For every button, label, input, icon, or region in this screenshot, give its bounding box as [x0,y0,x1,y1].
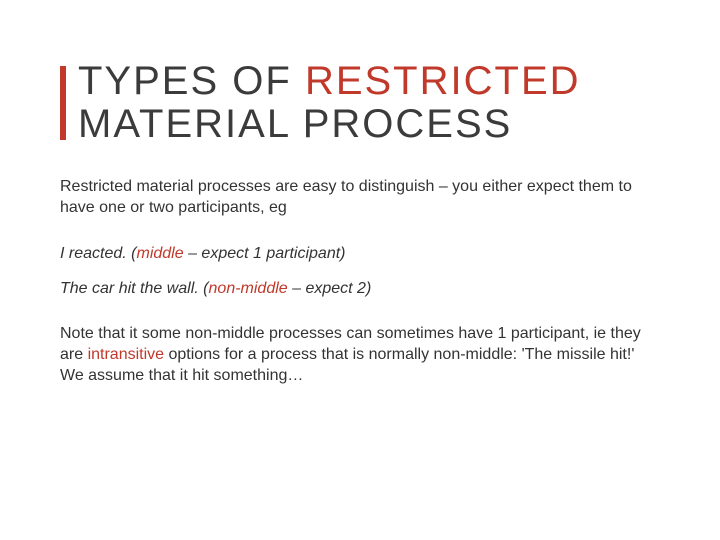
slide-title: TYPES OF RESTRICTED MATERIAL PROCESS [78,60,660,146]
accent-bar [60,66,66,140]
title-block: TYPES OF RESTRICTED MATERIAL PROCESS [60,60,660,146]
note-keyword: intransitive [88,346,164,363]
intro-paragraph: Restricted material processes are easy t… [60,176,660,218]
example-1: I reacted. (middle – expect 1 participan… [60,243,660,264]
example-2: The car hit the wall. (non-middle – expe… [60,278,660,299]
example-1-keyword: middle [136,245,183,262]
example-1-rest: – expect 1 participant) [184,245,346,262]
slide-container: TYPES OF RESTRICTED MATERIAL PROCESS Res… [0,0,720,426]
title-line1-a: TYPES OF [78,59,305,103]
title-line1-b: RESTRICTED [305,59,581,103]
example-2-keyword: non-middle [209,280,288,297]
example-2-open: ( [199,280,209,297]
note-paragraph: Note that it some non-middle processes c… [60,323,660,386]
example-1-sentence: I reacted. [60,245,127,262]
title-line2: MATERIAL PROCESS [78,102,512,146]
example-2-sentence: The car hit the wall. [60,280,199,297]
example-2-rest: – expect 2) [288,280,372,297]
